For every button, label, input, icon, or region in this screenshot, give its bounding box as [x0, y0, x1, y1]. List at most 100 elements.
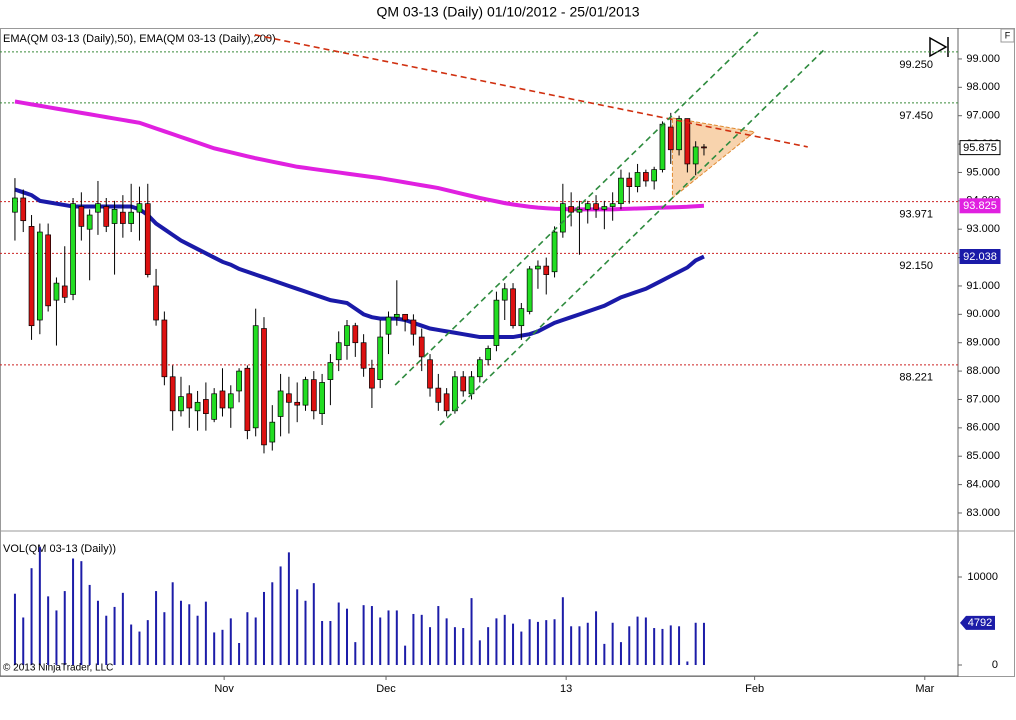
candle-body — [377, 336, 384, 380]
candle-body — [128, 211, 135, 224]
value-marker — [959, 249, 1001, 265]
candle-body — [103, 206, 110, 227]
candle-body — [319, 382, 325, 415]
trend-line — [254, 34, 808, 148]
volume-bar — [337, 602, 340, 666]
candle-body — [211, 393, 218, 420]
candle-body — [144, 203, 151, 275]
volume-bar — [536, 621, 539, 666]
candle-body — [435, 387, 442, 403]
volume-bar — [213, 632, 216, 666]
volume-bar — [661, 628, 664, 666]
candle-body — [269, 421, 276, 443]
candle-body — [468, 376, 475, 395]
level-label: 93.971 — [899, 209, 933, 221]
value-marker-label: 95.875 — [963, 142, 997, 154]
candle-body — [535, 265, 541, 270]
candle-body — [684, 118, 691, 165]
y-tick-label: 99.000 — [966, 53, 1000, 65]
candle-body — [651, 169, 658, 182]
volume-bar — [155, 591, 158, 666]
candle-body — [236, 370, 242, 392]
candle-body — [501, 288, 508, 301]
volume-bar — [279, 566, 282, 666]
candle-body — [161, 319, 168, 378]
volume-bar — [304, 600, 307, 666]
candle-body — [310, 379, 317, 412]
volume-bar — [321, 621, 324, 666]
value-marker-label: 4792 — [968, 617, 992, 629]
candle-body — [352, 325, 359, 344]
candle-body — [178, 396, 184, 412]
volume-bar — [586, 622, 589, 666]
volume-bar — [163, 612, 166, 666]
volume-bar — [80, 561, 83, 666]
candle-body — [460, 376, 467, 392]
candle-body — [261, 328, 267, 446]
volume-bar — [329, 621, 332, 666]
chart-title: QM 03-13 (Daily) 01/10/2012 - 25/01/2013 — [376, 4, 639, 20]
panel-button-label[interactable]: F — [1005, 30, 1011, 40]
panel-button[interactable] — [1000, 28, 1015, 43]
candle-body — [510, 288, 516, 327]
candle-body — [227, 393, 234, 409]
volume-bar — [595, 611, 598, 666]
volume-bar — [113, 606, 116, 666]
candle-body — [327, 362, 334, 380]
value-marker-label: 93.825 — [963, 200, 997, 212]
volume-bar — [678, 626, 681, 666]
volume-bar — [354, 642, 357, 666]
volume-bar — [437, 606, 440, 666]
volume-bar — [669, 625, 672, 666]
candle-body — [12, 197, 18, 213]
value-marker — [959, 140, 1001, 156]
y-tick-label: 93.000 — [966, 223, 1000, 235]
y-tick-label: 87.000 — [966, 393, 1000, 405]
candle-body — [485, 348, 491, 361]
volume-bar — [96, 600, 99, 666]
volume-bar — [346, 608, 349, 666]
candle-body — [568, 206, 574, 213]
volume-bar — [503, 614, 506, 666]
x-tick-label: Feb — [745, 683, 764, 695]
volume-bar — [88, 584, 91, 666]
volume-bar — [478, 640, 481, 666]
y-tick-label: 84.000 — [966, 479, 1000, 491]
y-tick-label: 86.000 — [966, 422, 1000, 434]
candle-body — [601, 206, 608, 210]
volume-bar — [287, 552, 290, 666]
volume-bar — [545, 620, 548, 666]
candle-body — [360, 342, 367, 369]
candle-body — [335, 342, 342, 361]
y-tick-label: 95.000 — [966, 166, 1000, 178]
candle-body — [219, 390, 226, 409]
volume-bar — [196, 615, 199, 666]
volume-bar — [636, 616, 639, 666]
volume-label: VOL(QM 03-13 (Daily)) — [3, 543, 116, 555]
candle-body — [626, 177, 633, 187]
volume-bar — [611, 622, 614, 666]
candle-body — [643, 172, 649, 182]
volume-bar — [271, 582, 274, 666]
y-tick-label: 97.000 — [966, 110, 1000, 122]
price-panel: 83.000 84.000 85.000 86.000 87.000 88.000 89.0… — [0, 31, 1001, 695]
x-tick-label: Dec — [376, 683, 396, 695]
candle-body — [427, 359, 433, 389]
volume-bar — [296, 589, 299, 666]
volume-bar — [55, 610, 58, 666]
volume-bar — [429, 627, 432, 666]
volume-bar — [312, 583, 315, 666]
candle-body — [244, 367, 251, 432]
candle-body — [61, 285, 68, 298]
candle-body — [443, 393, 450, 412]
volume-bar — [553, 619, 556, 666]
ema-line — [14, 187, 705, 340]
volume-bar — [453, 627, 456, 666]
candle-body — [70, 203, 76, 295]
candle-body — [701, 146, 707, 149]
candle-body — [95, 203, 101, 213]
x-tick-label: Nov — [214, 683, 234, 695]
candle-body — [618, 177, 624, 205]
volume-bar — [570, 626, 573, 666]
